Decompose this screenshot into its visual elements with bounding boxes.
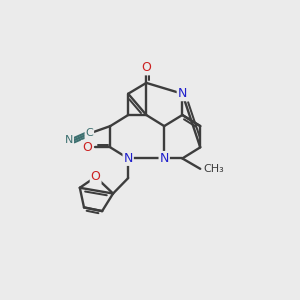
- Text: N: N: [160, 152, 169, 165]
- Text: N: N: [124, 152, 133, 165]
- Text: N: N: [65, 135, 73, 146]
- Text: N: N: [178, 87, 187, 100]
- Text: C: C: [85, 128, 93, 139]
- Text: O: O: [91, 170, 100, 183]
- Text: CH₃: CH₃: [204, 164, 225, 174]
- Text: O: O: [82, 141, 92, 154]
- Text: O: O: [141, 61, 151, 74]
